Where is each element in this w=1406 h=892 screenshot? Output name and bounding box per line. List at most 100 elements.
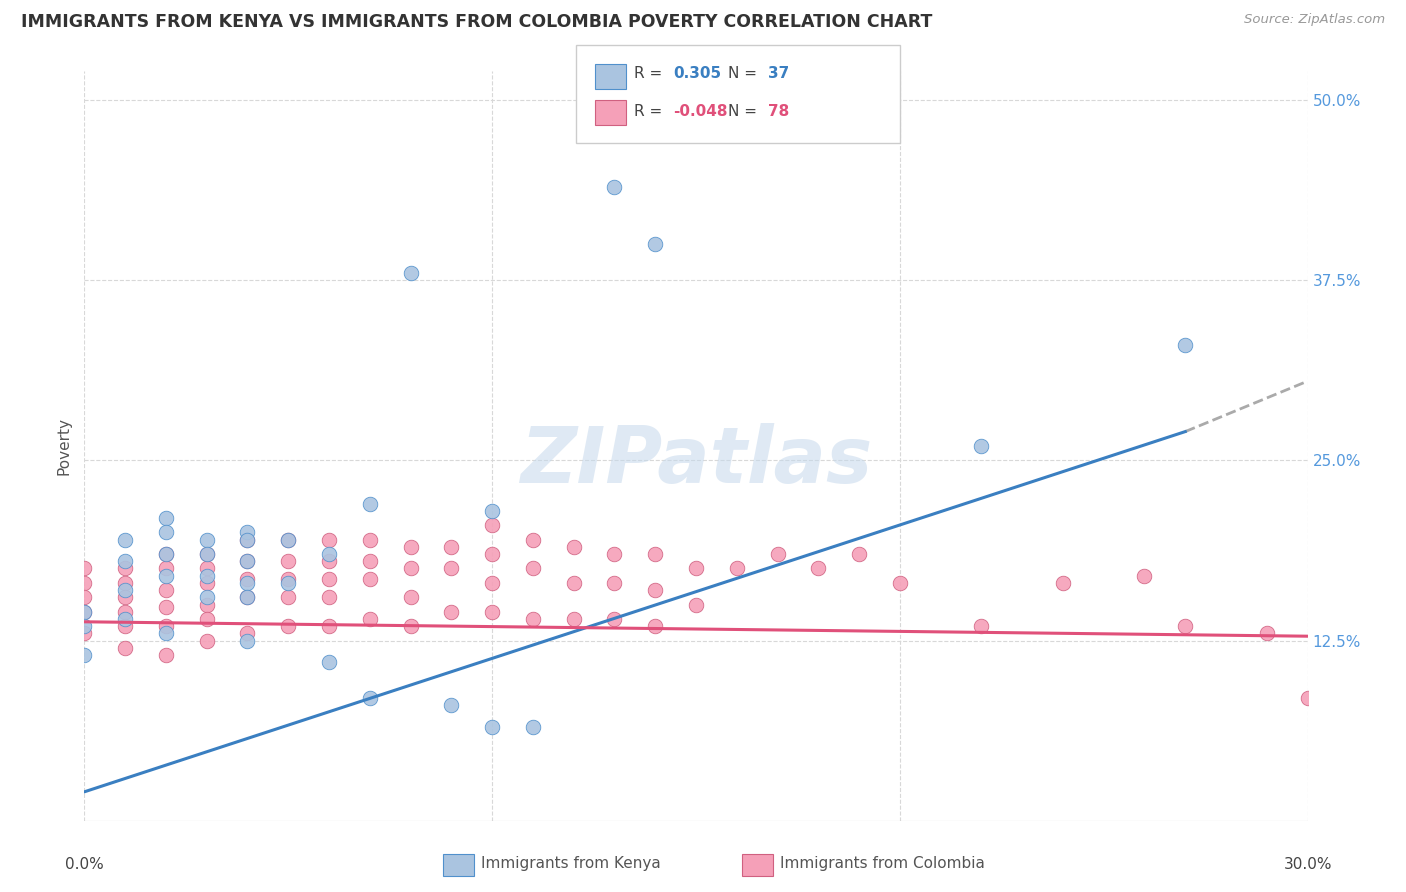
Point (195, 561, 218, 575)
Point (522, 720, 544, 734)
Point (440, 605, 463, 619)
Point (73, 605, 96, 619)
Point (481, 547, 503, 561)
Point (562, 612, 585, 626)
Point (1133, 568, 1156, 582)
Text: 30.0%: 30.0% (1284, 856, 1331, 871)
Point (114, 612, 136, 626)
Point (236, 591, 259, 605)
Point (195, 598, 218, 612)
Point (155, 568, 177, 582)
Point (685, 598, 707, 612)
Point (114, 605, 136, 619)
Point (1296, 691, 1319, 706)
Point (236, 554, 259, 568)
Text: R =: R = (634, 104, 668, 119)
Point (970, 619, 993, 633)
Point (644, 583, 666, 598)
Point (73, 619, 96, 633)
Point (807, 561, 830, 575)
Text: 0.305: 0.305 (673, 66, 721, 80)
Point (359, 497, 381, 511)
Point (603, 612, 626, 626)
Point (73, 626, 96, 640)
Point (481, 605, 503, 619)
Point (114, 640, 136, 655)
Text: 78: 78 (768, 104, 789, 119)
Point (114, 575, 136, 590)
Point (155, 511, 177, 525)
Point (318, 533, 340, 547)
Point (1052, 575, 1074, 590)
Point (399, 266, 422, 280)
Point (236, 572, 259, 586)
Point (1174, 619, 1197, 633)
Point (318, 547, 340, 561)
Point (114, 619, 136, 633)
Point (277, 591, 299, 605)
Point (114, 591, 136, 605)
Point (644, 547, 666, 561)
Point (195, 533, 218, 547)
Point (114, 561, 136, 575)
Point (277, 572, 299, 586)
Point (195, 633, 218, 648)
Point (277, 533, 299, 547)
Point (848, 547, 870, 561)
Point (236, 554, 259, 568)
Text: N =: N = (728, 104, 762, 119)
Text: 0.0%: 0.0% (65, 856, 104, 871)
Point (195, 568, 218, 582)
Point (236, 575, 259, 590)
Text: 37: 37 (768, 66, 789, 80)
Text: R =: R = (634, 66, 668, 80)
Point (440, 540, 463, 554)
Point (562, 540, 585, 554)
Point (359, 533, 381, 547)
Point (114, 554, 136, 568)
Point (195, 575, 218, 590)
Point (155, 600, 177, 615)
Point (73, 575, 96, 590)
Text: -0.048: -0.048 (673, 104, 728, 119)
Point (359, 572, 381, 586)
Point (277, 619, 299, 633)
Text: N =: N = (728, 66, 762, 80)
Y-axis label: Poverty: Poverty (56, 417, 72, 475)
Point (318, 655, 340, 669)
Point (318, 572, 340, 586)
Point (359, 691, 381, 706)
Point (440, 698, 463, 713)
Text: Source: ZipAtlas.com: Source: ZipAtlas.com (1244, 13, 1385, 27)
Point (73, 591, 96, 605)
Text: Immigrants from Colombia: Immigrants from Colombia (780, 856, 986, 871)
Point (236, 591, 259, 605)
Point (481, 518, 503, 533)
Point (481, 720, 503, 734)
Point (155, 561, 177, 575)
Point (481, 504, 503, 518)
Point (359, 554, 381, 568)
Point (562, 575, 585, 590)
Point (114, 533, 136, 547)
Point (359, 612, 381, 626)
Point (970, 439, 993, 453)
Point (277, 554, 299, 568)
Point (644, 619, 666, 633)
Point (399, 619, 422, 633)
Point (155, 547, 177, 561)
Point (114, 583, 136, 598)
Point (277, 575, 299, 590)
Text: Immigrants from Kenya: Immigrants from Kenya (481, 856, 661, 871)
Point (155, 525, 177, 540)
Point (399, 540, 422, 554)
Point (277, 533, 299, 547)
Point (399, 591, 422, 605)
Point (236, 626, 259, 640)
Point (603, 179, 626, 194)
Point (155, 619, 177, 633)
Point (481, 575, 503, 590)
Text: ZIPatlas: ZIPatlas (520, 423, 872, 499)
Point (889, 575, 911, 590)
Point (766, 547, 789, 561)
